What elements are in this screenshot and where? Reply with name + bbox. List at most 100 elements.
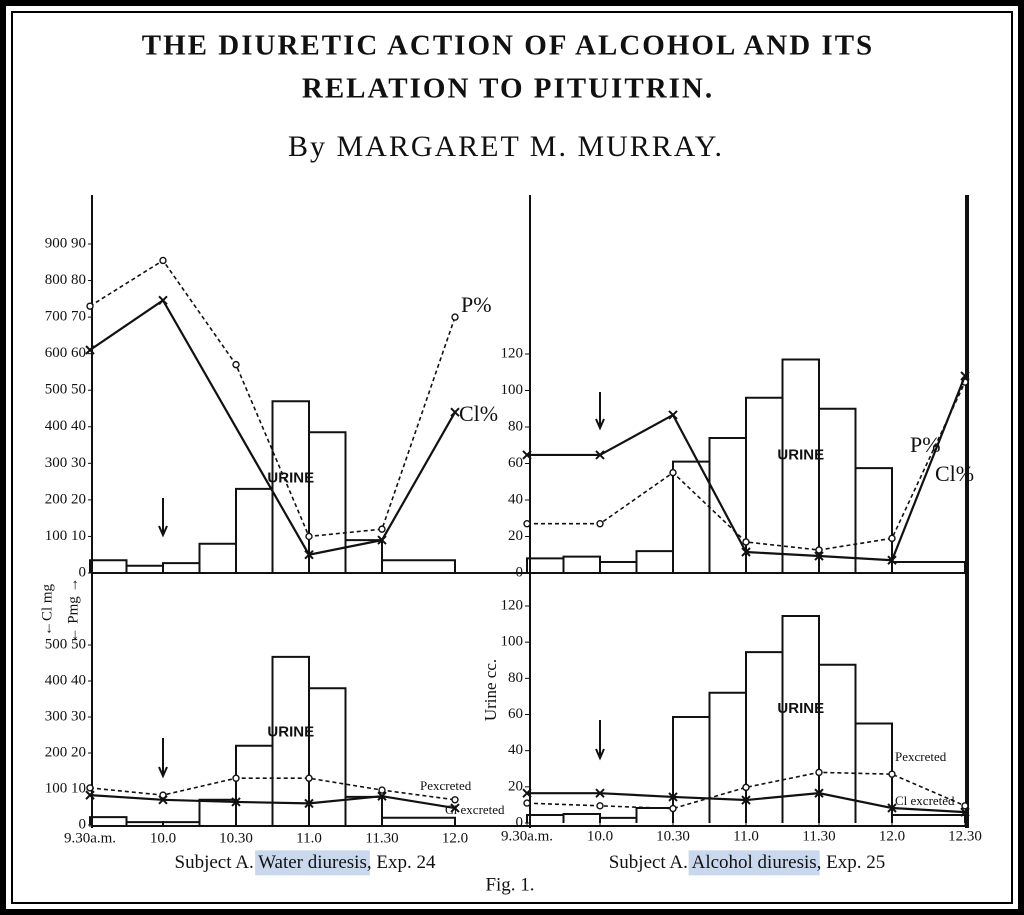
series-label: P%	[910, 432, 941, 457]
urine-step	[708, 691, 747, 823]
point	[742, 783, 750, 792]
caption-part: Water diuresis	[258, 852, 367, 873]
point	[451, 796, 459, 804]
urine-step	[708, 436, 747, 573]
point	[86, 302, 94, 310]
point	[596, 802, 604, 810]
urine-step	[381, 559, 456, 573]
point	[85, 790, 95, 800]
urine-step	[635, 550, 674, 573]
point	[887, 803, 897, 813]
y-tick-label: 300 30	[45, 455, 86, 471]
x-tick-label: 10.30	[219, 830, 253, 846]
urine-label: URINE	[267, 469, 314, 486]
x-tick-label: 9.30a.m.	[64, 830, 116, 846]
urine-step	[891, 561, 966, 573]
x-tick-label: 10.0	[150, 830, 176, 846]
series-label: Pexcreted	[895, 749, 947, 764]
highlight	[255, 850, 370, 876]
x-tick-label: 11.30	[802, 828, 835, 844]
arrow	[595, 720, 605, 761]
x-tick-label: 12.0	[879, 828, 905, 844]
point	[232, 360, 240, 369]
point	[814, 788, 824, 798]
figure-label: Fig. 1.	[485, 874, 534, 895]
y-tick-label: 120	[501, 345, 524, 361]
y-tick-label: 300 30	[45, 708, 86, 724]
urine-step	[344, 539, 383, 573]
series-line	[89, 777, 456, 801]
point	[158, 295, 168, 306]
urine-step	[89, 816, 128, 825]
urine-step	[745, 396, 784, 573]
y-tick-label: 80	[508, 670, 523, 686]
point	[960, 371, 970, 381]
y-tick-label: 200 20	[45, 744, 86, 760]
point	[378, 525, 386, 533]
x-tick-label: 10.0	[587, 828, 613, 844]
urine-label: URINE	[777, 700, 824, 717]
y-tick-label: 0	[516, 564, 524, 580]
urine-step	[635, 806, 674, 823]
urine-label: URINE	[777, 447, 824, 464]
y-tick-label: 700 70	[45, 309, 86, 325]
point	[887, 555, 897, 565]
y-axis-title: ←Cl mg	[39, 583, 55, 636]
urine-step	[235, 744, 274, 825]
point	[669, 804, 677, 813]
caption-part: Subject A.	[609, 852, 692, 873]
urine-step	[308, 431, 347, 573]
caption-part: Alcohol diuresis	[692, 852, 817, 873]
x-tick-label: 10.30	[656, 828, 690, 844]
point	[668, 410, 678, 420]
point	[961, 802, 969, 810]
arrow	[595, 392, 605, 431]
y-tick-label: 100	[501, 634, 524, 650]
x-tick-label: 11.0	[296, 830, 322, 846]
urine-step	[344, 795, 383, 825]
caption: Subject A. Alcohol diuresis, Exp. 25	[609, 852, 886, 873]
y-tick-label: 20	[508, 528, 523, 544]
point	[450, 803, 460, 813]
point	[377, 791, 387, 801]
point	[595, 450, 605, 460]
point	[231, 797, 241, 807]
title-line: THE DIURETIC ACTION OF ALCOHOL AND ITS	[142, 30, 874, 62]
highlight	[688, 850, 820, 876]
point	[668, 792, 678, 802]
urine-step	[891, 814, 966, 823]
urine-step	[125, 821, 164, 825]
point	[888, 770, 896, 778]
y-axis-title: ← Pmg →	[65, 577, 81, 642]
y-tick-label: 400 40	[45, 418, 86, 434]
urine-step	[162, 562, 201, 573]
y-tick-label: 0	[79, 564, 87, 580]
point	[451, 313, 459, 321]
point	[814, 551, 824, 561]
urine-step	[271, 655, 310, 825]
y-tick-label: 0	[79, 816, 87, 832]
point	[450, 407, 460, 417]
arrow	[158, 498, 168, 538]
series-line	[89, 794, 456, 810]
urine-step	[599, 816, 638, 823]
point	[523, 799, 531, 807]
series-label: Cl excreted	[445, 802, 505, 817]
point	[669, 468, 677, 477]
series-label: Pexcreted	[420, 778, 472, 793]
point	[85, 345, 95, 355]
urine-step	[198, 542, 237, 573]
point	[158, 795, 168, 805]
y-tick-label: 900 90	[45, 235, 86, 251]
point	[960, 807, 970, 817]
point	[523, 520, 531, 528]
urine-step	[781, 358, 820, 573]
y-tick-label: 0	[516, 814, 524, 830]
y-tick-label: 500 50	[45, 636, 86, 652]
urine-step	[781, 614, 820, 823]
series-label: Cl excreted	[895, 793, 955, 808]
point	[522, 450, 532, 460]
y-tick-label: 40	[508, 742, 523, 758]
